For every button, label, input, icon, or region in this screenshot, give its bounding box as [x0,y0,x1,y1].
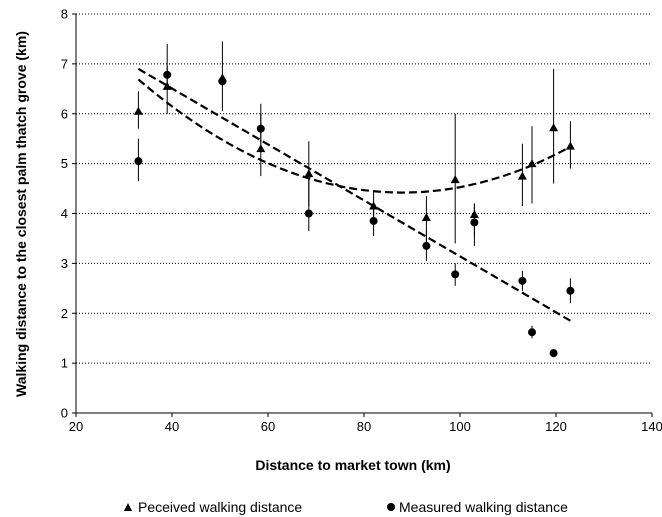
point-measured-3 [256,124,265,133]
point-perceived-8 [469,209,479,218]
x-tick-label-1: 40 [165,419,179,434]
point-measured-4 [304,209,313,218]
y-tick-label-1: 1 [61,356,68,371]
trendlines [137,67,571,322]
y-tick-label-5: 5 [61,156,68,171]
y-tick-label-0: 0 [61,406,68,421]
point-perceived-5 [369,201,379,210]
point-perceived-7 [450,175,460,184]
point-perceived-1 [162,81,172,90]
point-perceived-6 [421,212,431,221]
point-measured-2 [218,77,227,86]
point-perceived-9 [517,171,527,180]
y-tick-label-6: 6 [61,106,68,121]
y-tick-label-7: 7 [61,56,68,71]
legend-label-perceived: Peceived walking distance [138,499,302,515]
tick-labels: 0 1 2 3 4 5 6 7 8 20 40 60 80 100 120 140 [61,7,662,435]
x-tick-label-4: 100 [449,419,471,434]
x-tick-label-6: 140 [641,419,662,434]
y-tick-label-4: 4 [61,206,68,221]
point-measured-9 [518,276,527,285]
y-axis-title: Walking distance to the closest palm tha… [13,31,29,397]
legend: Peceived walking distance Measured walki… [124,499,568,515]
x-tick-label-2: 60 [261,419,275,434]
point-measured-1 [163,70,172,79]
y-tick-label-8: 8 [61,7,68,22]
point-perceived-10 [527,159,537,168]
error-bars [137,41,571,358]
point-measured-12 [566,286,575,295]
trendline-linear-1 [137,67,571,322]
trendline-polynomial-0 [137,78,571,194]
x-axis-title: Distance to market town (km) [255,457,450,473]
point-measured-6 [422,241,431,250]
point-perceived-4 [304,169,314,178]
axes [72,13,653,417]
point-measured-7 [451,270,460,279]
point-measured-8 [470,218,479,227]
point-measured-5 [369,216,378,225]
data-points [133,70,575,358]
x-tick-label-5: 120 [545,419,567,434]
legend-circle-marker [387,503,395,511]
grid-lines [76,13,652,364]
y-tick-label-2: 2 [61,306,68,321]
x-tick-label-0: 20 [69,419,83,434]
x-tick-label-3: 80 [357,419,371,434]
point-measured-0 [134,157,143,166]
point-perceived-11 [549,123,559,132]
legend-triangle-marker [124,503,132,511]
y-tick-label-3: 3 [61,256,68,271]
point-measured-11 [549,349,558,358]
point-perceived-3 [256,144,266,153]
legend-label-measured: Measured walking distance [399,499,568,515]
point-measured-10 [528,328,536,337]
point-perceived-12 [565,141,575,150]
point-perceived-0 [133,106,143,115]
